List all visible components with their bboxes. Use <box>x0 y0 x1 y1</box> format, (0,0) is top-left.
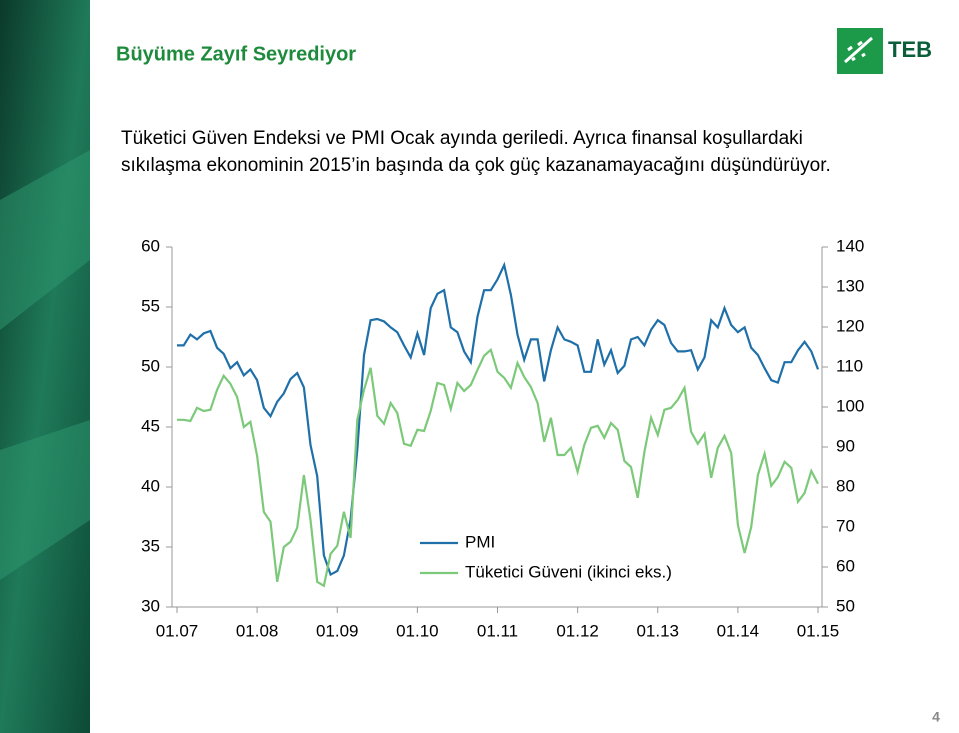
body-line: Tüketici Güven Endeksi ve PMI Ocak ayınd… <box>121 128 803 149</box>
x-tick-label: 01.12 <box>556 621 599 640</box>
y2-tick-label: 110 <box>836 356 863 375</box>
logo-stars <box>844 36 873 64</box>
x-tick-label: 01.10 <box>396 621 439 640</box>
y2-tick-label: 80 <box>836 476 855 495</box>
y2-tick-label: 70 <box>836 516 855 535</box>
x-tick-label: 01.11 <box>477 621 518 640</box>
side-decor <box>0 150 90 580</box>
y-tick-label: 50 <box>141 356 160 375</box>
y2-tick-label: 140 <box>836 236 864 255</box>
series-line <box>177 347 819 588</box>
x-tick-label: 01.14 <box>717 621 760 640</box>
y2-tick-label: 60 <box>836 556 855 575</box>
side-strip <box>0 0 90 733</box>
page-number: 4 <box>932 709 940 725</box>
y-tick-label: 45 <box>141 416 160 435</box>
y-tick-label: 40 <box>141 476 160 495</box>
logo-mark <box>837 28 883 74</box>
body-line: sıkılaşma ekonominin 2015’in başında da … <box>121 155 831 176</box>
y-tick-label: 55 <box>141 296 160 315</box>
y-tick-label: 30 <box>141 596 160 615</box>
x-tick-label: 01.09 <box>316 621 359 640</box>
legend-label: PMI <box>465 532 495 551</box>
slide-title: Büyüme Zayıf Seyrediyor <box>116 43 356 65</box>
x-tick-label: 01.15 <box>797 621 840 640</box>
x-tick-label: 01.13 <box>636 621 679 640</box>
y-tick-label: 60 <box>141 236 160 255</box>
x-tick-label: 01.07 <box>156 621 199 640</box>
legend-label: Tüketici Güveni (ikinci eks.) <box>465 562 672 581</box>
logo-text: TEB <box>888 37 932 62</box>
y2-tick-label: 100 <box>836 396 864 415</box>
y2-tick-label: 120 <box>836 316 864 335</box>
y2-tick-label: 50 <box>836 596 855 615</box>
y-tick-label: 35 <box>141 536 160 555</box>
series-line <box>177 261 820 577</box>
y2-tick-label: 130 <box>836 276 864 295</box>
x-tick-label: 01.08 <box>236 621 279 640</box>
y2-tick-label: 90 <box>836 436 855 455</box>
